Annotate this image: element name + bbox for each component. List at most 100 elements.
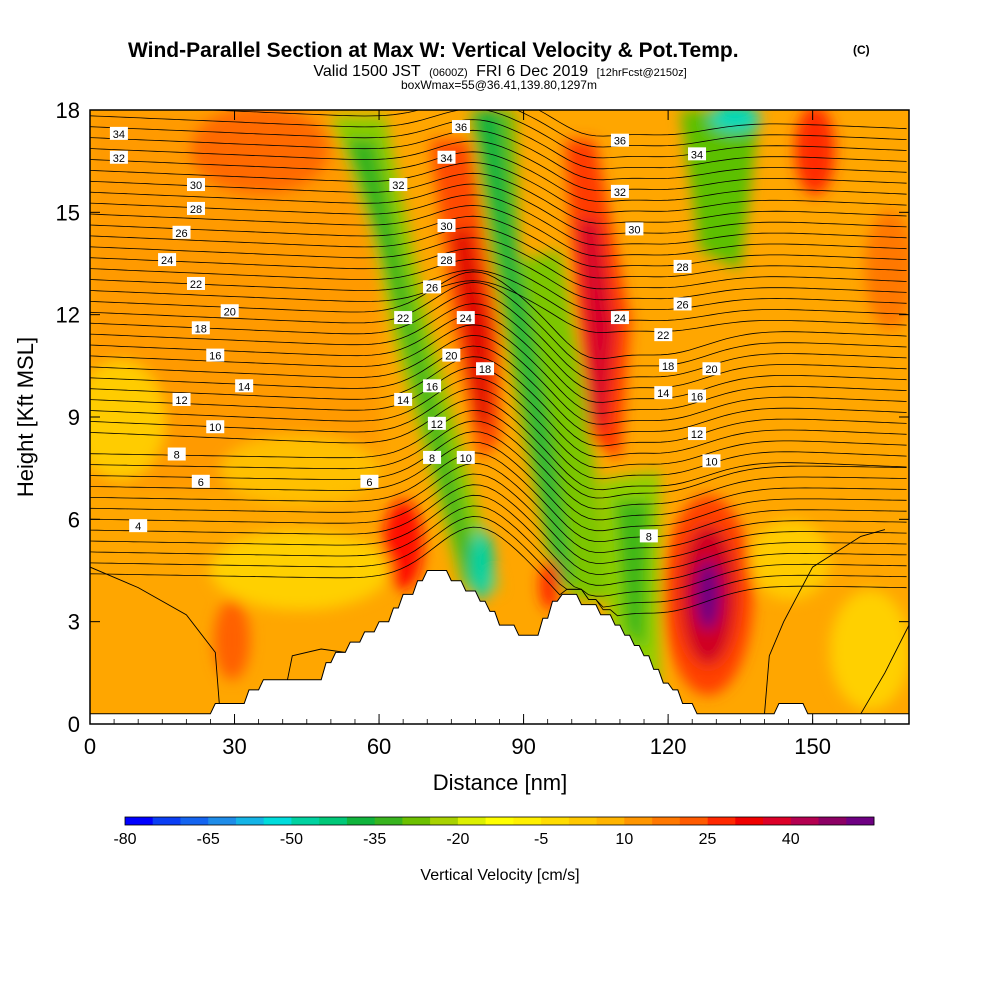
colorbar-swatch [125, 817, 154, 825]
contour-label-text: 32 [113, 153, 125, 165]
theta-contour-label: 18 [659, 358, 678, 373]
theta-contour-line [90, 258, 907, 312]
contour-label-text: 36 [455, 122, 467, 134]
x-tick-label: 90 [511, 734, 535, 759]
contour-label-box [659, 358, 678, 372]
theta-contour-label: 34 [437, 150, 456, 165]
contour-label-box [235, 379, 254, 393]
downdraft-core-2 [474, 110, 570, 585]
contour-label-text: 12 [175, 395, 187, 407]
valid-time: Valid 1500 JST [313, 63, 421, 80]
contour-label-box [186, 178, 205, 192]
contour-label-box [172, 225, 191, 239]
contour-label-text: 34 [440, 153, 452, 165]
contour-label-text: 22 [657, 330, 669, 342]
downdraft-cyan-1 [470, 530, 494, 600]
theta-contour-label: 30 [186, 178, 205, 192]
theta-contour-labels: 3432302826242220181614121086436343230282… [109, 120, 721, 543]
theta-contour-line [90, 377, 907, 469]
theta-contour-line [90, 366, 907, 458]
contour-label-text: 12 [691, 429, 703, 441]
theta-contour-line [90, 281, 907, 371]
theta-contour-line [90, 324, 907, 414]
contour-label-text: 10 [209, 422, 221, 434]
downdraft-core-1 [345, 140, 480, 585]
y-tick-label: 3 [68, 610, 80, 635]
theta-contour-label: 30 [437, 218, 456, 233]
contour-label-text: 36 [614, 136, 626, 148]
theta-contour-line [90, 431, 907, 521]
contour-label-text: 10 [460, 453, 472, 465]
contour-label-box [220, 304, 239, 318]
contour-label-text: 28 [676, 262, 688, 274]
contour-label-text: 26 [676, 299, 688, 311]
x-axis-label: Distance [nm] [433, 770, 568, 795]
plot-area: 3432302826242220181614121086436343230282… [90, 110, 909, 724]
contour-label-box [437, 218, 456, 232]
y-tick-label: 6 [68, 507, 80, 532]
colorbar-swatch [152, 817, 181, 825]
theta-contour-label: 28 [186, 201, 205, 216]
x-tick-label: 30 [222, 734, 246, 759]
theta-contour-line [90, 205, 907, 257]
contour-label-text: 24 [614, 313, 626, 325]
updraft-lee-strong-max [696, 560, 720, 630]
theta-contour-label: 12 [172, 392, 191, 407]
colorbar-swatch [652, 817, 681, 825]
contour-label-box [654, 386, 673, 400]
contour-label-box [191, 474, 210, 488]
upper-left-red [190, 110, 330, 195]
contour-label-box [423, 450, 442, 464]
theta-contours [90, 110, 909, 715]
colorbar-swatch [679, 817, 708, 825]
theta-contour-label: 24 [158, 253, 177, 267]
theta-contour-label: 32 [610, 184, 629, 199]
contour-label-box [423, 379, 442, 393]
theta-contour-line [90, 162, 907, 213]
contour-label-text: 30 [628, 224, 640, 236]
theta-contour-line [90, 566, 221, 714]
contour-label-text: 26 [175, 228, 187, 240]
contour-label-box [394, 392, 413, 406]
contour-label-box [610, 311, 629, 325]
theta-contour-line [764, 529, 886, 714]
theta-contour-line [537, 110, 907, 137]
colorbar-swatch [402, 817, 431, 825]
theta-contour-label: 18 [476, 362, 495, 376]
x-tick-label: 60 [367, 734, 391, 759]
theta-contour-line [90, 183, 907, 235]
theta-contour-label: 18 [191, 321, 210, 335]
contour-label-text: 10 [705, 456, 717, 468]
contour-label-text: 6 [366, 477, 372, 489]
box-info: boxWmax=55@36.41,139.80,1297m [401, 78, 597, 92]
theta-contour-label: 14 [654, 386, 673, 400]
x-tick-label: 150 [794, 734, 831, 759]
theta-contour-label: 28 [673, 259, 692, 274]
contour-label-box [389, 178, 408, 192]
colorbar-tick-label: 10 [615, 831, 633, 848]
theta-contour-line [90, 119, 907, 170]
theta-contour-label: 26 [423, 280, 442, 294]
contour-label-box [702, 454, 721, 468]
colorbar-tick-label: -65 [197, 831, 220, 848]
colorbar-swatch [707, 817, 736, 825]
contour-label-box [109, 150, 128, 164]
contour-label-box [456, 450, 475, 464]
x-tick-label: 0 [84, 734, 96, 759]
contour-label-text: 32 [392, 180, 404, 192]
theta-contour-label: 16 [206, 348, 225, 363]
theta-contour-label: 20 [220, 304, 239, 318]
contour-label-text: 14 [657, 388, 669, 400]
colorbar-swatch [596, 817, 625, 825]
contour-label-text: 30 [190, 180, 202, 192]
contour-label-box [206, 348, 225, 362]
theta-contour-label: 20 [702, 362, 721, 376]
chart-title: Wind-Parallel Section at Max W: Vertical… [128, 39, 739, 62]
theta-contour-line [90, 226, 907, 279]
contour-label-box [423, 280, 442, 294]
contour-label-text: 16 [691, 392, 703, 404]
contour-label-box [673, 297, 692, 311]
theta-contour-line [90, 110, 907, 159]
colorbar-outline [124, 816, 875, 826]
